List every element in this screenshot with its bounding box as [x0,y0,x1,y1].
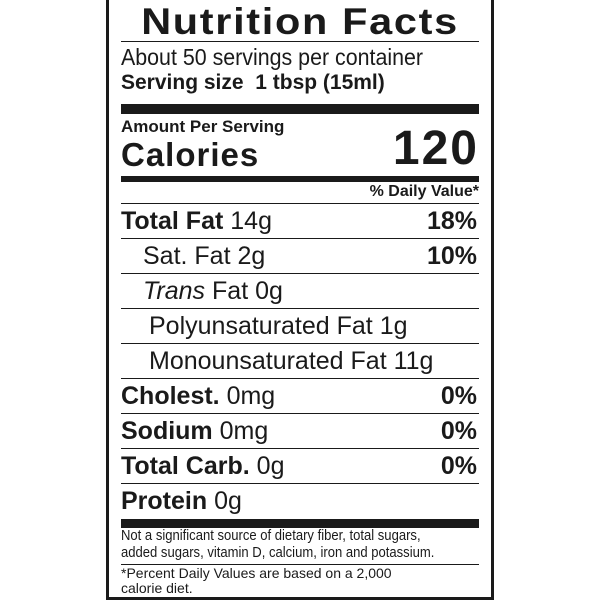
divider [121,203,479,204]
nutrient-row-polyunsaturated: Polyunsaturated Fat 1g [149,312,408,340]
label-title: Nutrition Facts [141,1,459,42]
divider [121,41,479,42]
serving-size: Serving size 1 tbsp (15ml) [121,70,479,96]
thick-divider [121,519,479,528]
thick-divider [121,104,479,114]
nutrient-row-cholesterol: Cholest. 0mg 0% [121,382,477,410]
serving-size-label: Serving size [121,71,244,94]
nutrient-row-sodium: Sodium 0mg 0% [121,417,477,445]
nutrient-row-sat-fat: Sat. Fat 2g 10% [143,242,477,270]
calories-row: Calories 120 [121,124,479,174]
footnote: Not a significant source of dietary fibe… [121,528,435,561]
serving-size-value: 1 tbsp (15ml) [255,71,385,94]
servings-per-container: About 50 servings per container [121,44,424,70]
nutrient-row-total-carb: Total Carb. 0g 0% [121,452,477,480]
medium-divider [121,176,479,182]
amount-per-serving: Amount Per Serving [121,117,285,136]
nutrition-facts-label: Nutrition Facts About 50 servings per co… [106,0,494,600]
calories-value: 120 [392,122,479,175]
nutrient-row-total-fat: Total Fat 14g 18% [121,207,477,235]
daily-value-note: *Percent Daily Values are based on a 2,0… [121,565,392,596]
nutrient-row-monounsaturated: Monounsaturated Fat 11g [149,347,434,375]
nutrient-row-protein: Protein 0g [121,487,242,515]
daily-value-header: % Daily Value* [369,183,479,200]
nutrient-row-trans-fat: Trans Fat 0g [143,277,283,305]
calories-label: Calories [121,136,260,173]
